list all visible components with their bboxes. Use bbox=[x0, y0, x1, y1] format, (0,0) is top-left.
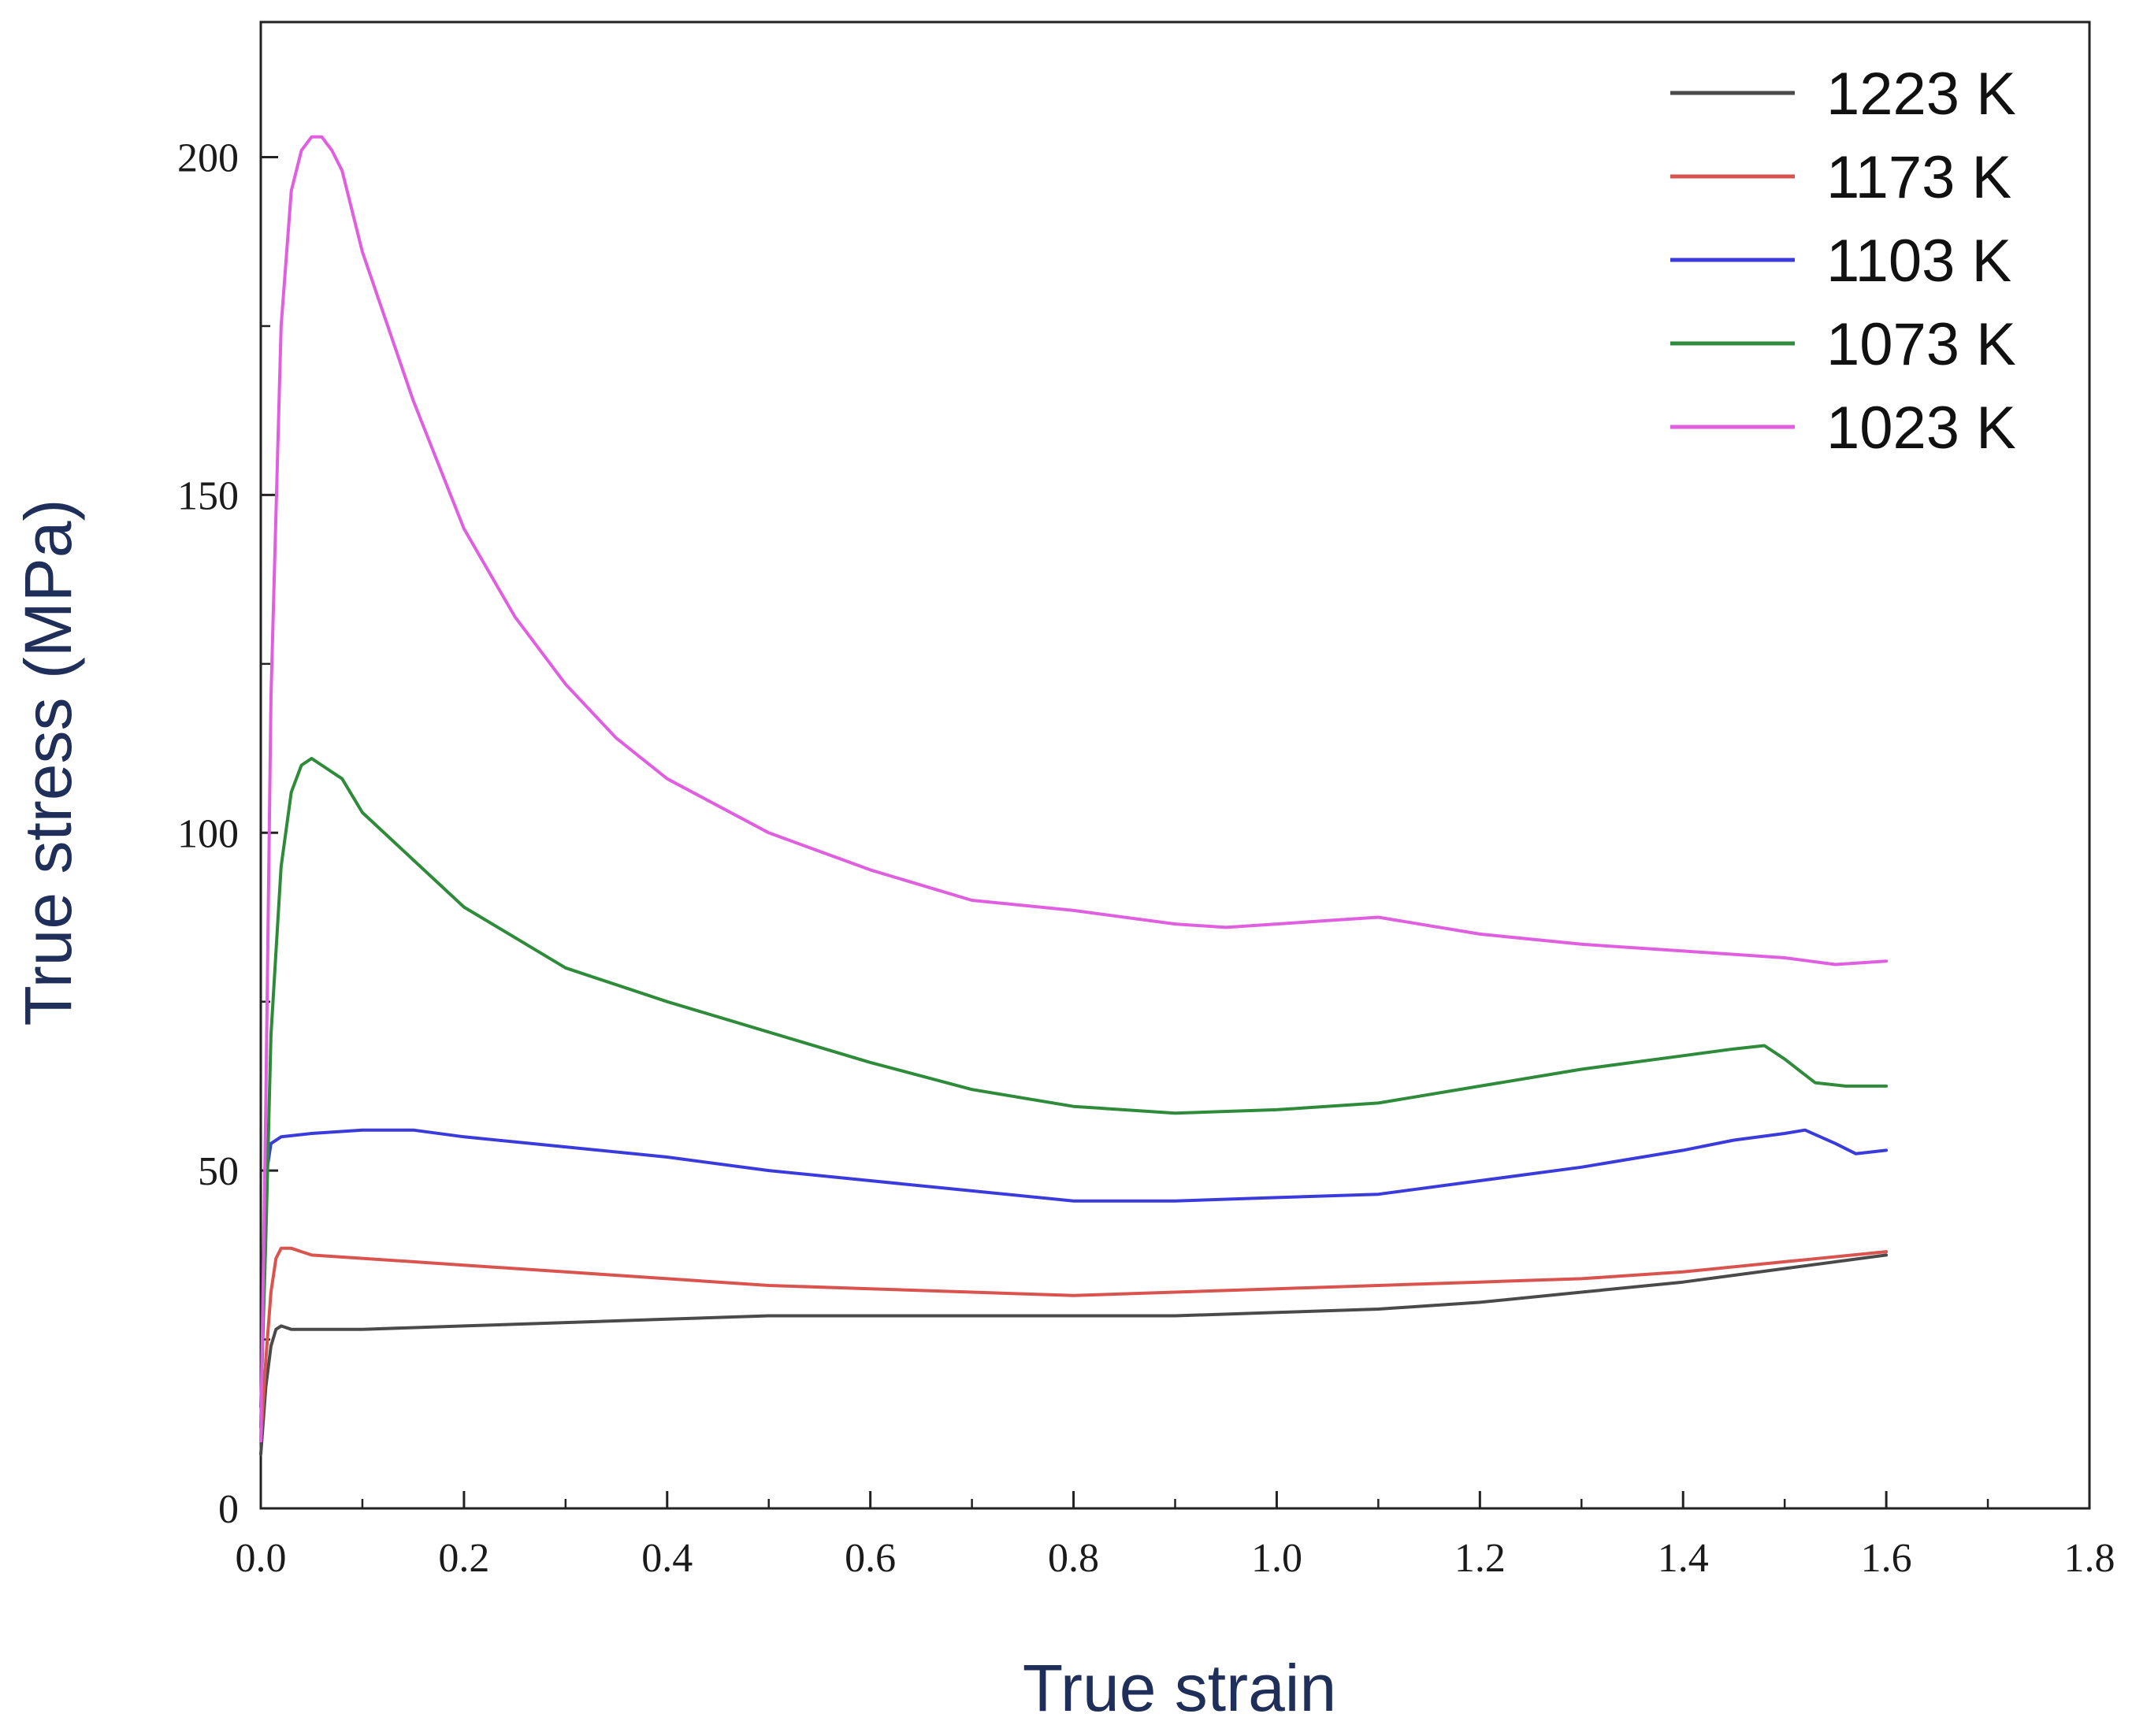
series-line-1103-k bbox=[259, 1128, 1889, 1430]
legend-label-1073-k: 1073 K bbox=[1826, 311, 2016, 378]
x-tick-label: 1.0 bbox=[1251, 1536, 1302, 1581]
y-tick-label: 0 bbox=[218, 1487, 239, 1532]
plot-frame bbox=[259, 20, 2091, 1510]
x-axis-ticks: 0.0 0.2 0.4 0.6 0.8 1.0 1.2 1.4 1.6 1.8 bbox=[236, 1491, 2115, 1581]
y-axis-ticks: 0 50 100 150 200 bbox=[177, 136, 278, 1532]
x-tick-label: 1.2 bbox=[1454, 1536, 1506, 1581]
y-axis-title: True stress (MPa) bbox=[11, 499, 85, 1026]
series-line-1173-k bbox=[259, 1246, 1889, 1443]
x-tick-label: 0.6 bbox=[845, 1536, 896, 1581]
series-line-1223-k bbox=[259, 1253, 1889, 1456]
legend: 1223 K 1173 K 1103 K 1073 K 1023 K bbox=[1670, 61, 2016, 462]
y-tick-label: 150 bbox=[177, 473, 239, 518]
y-tick-label: 100 bbox=[177, 811, 239, 856]
x-tick-label: 0.4 bbox=[641, 1536, 693, 1581]
x-tick-label: 1.6 bbox=[1861, 1536, 1912, 1581]
series-line-1073-k bbox=[259, 756, 1889, 1409]
x-tick-label: 1.8 bbox=[2064, 1536, 2115, 1581]
legend-label-1223-k: 1223 K bbox=[1826, 61, 2016, 128]
x-tick-label: 0.0 bbox=[236, 1536, 287, 1581]
series-layer bbox=[259, 135, 1889, 1456]
y-tick-label: 50 bbox=[198, 1149, 239, 1194]
legend-label-1023-k: 1023 K bbox=[1826, 395, 2016, 462]
y-tick-label: 200 bbox=[177, 136, 239, 181]
legend-label-1103-k: 1103 K bbox=[1826, 228, 2011, 295]
legend-label-1173-k: 1173 K bbox=[1826, 144, 2011, 211]
x-tick-label: 1.4 bbox=[1658, 1536, 1709, 1581]
series-line-1023-k bbox=[259, 135, 1889, 1443]
plot-border bbox=[259, 20, 2091, 1510]
x-tick-label: 0.8 bbox=[1048, 1536, 1099, 1581]
x-axis-title: True strain bbox=[1023, 1651, 1336, 1725]
x-tick-label: 0.2 bbox=[438, 1536, 489, 1581]
